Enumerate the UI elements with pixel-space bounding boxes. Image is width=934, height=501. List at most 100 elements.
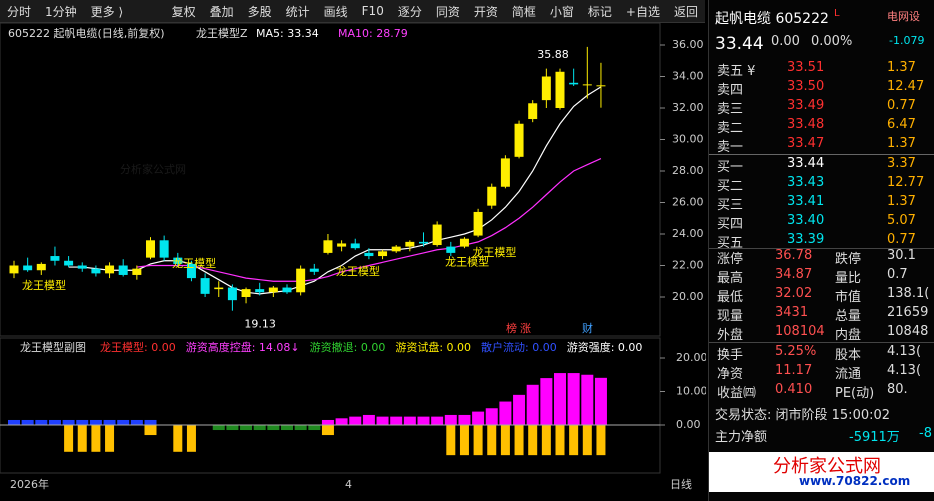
quote-text: 21659	[887, 305, 929, 320]
quote-text: 0.77	[887, 232, 916, 247]
ma5-label: MA5: 33.34	[256, 27, 319, 40]
candle-body	[378, 251, 388, 257]
indicator-name: 龙王模型Z	[196, 26, 248, 40]
signal-label: 龙王模型	[172, 256, 216, 270]
sub-legend: 游资试盘: 0.00	[395, 340, 471, 354]
quote-text: 流通	[835, 367, 862, 382]
stat-row: 现量 3431 总量 21659	[709, 305, 934, 324]
sub-bar	[281, 425, 293, 431]
sub-bar	[485, 408, 498, 425]
sub-legend: 散户流动: 0.00	[481, 340, 557, 354]
y-tick-label: 28.00	[672, 164, 704, 177]
sub-bar	[130, 419, 143, 425]
quote-panel: 起帆电缆 605222 L 电网设 33.44 0.00 0.00% -1.079 卖五 ¥ 3…	[708, 0, 934, 501]
order-row: 买四 33.40 5.07	[709, 213, 934, 232]
candle-body	[132, 268, 142, 275]
candle-body	[541, 76, 551, 101]
sub-legend: 游资撤退: 0.00	[310, 340, 386, 354]
toolbar-button[interactable]: 叠加	[209, 4, 234, 19]
quote-text: 3.37	[887, 156, 916, 171]
candle-body	[446, 246, 456, 253]
quote-text: 卖一	[717, 140, 744, 155]
sub-legend: 游资强度: 0.00	[567, 340, 643, 354]
sub-bar	[459, 425, 469, 456]
toolbar-button[interactable]: 更多 ⟩	[90, 4, 124, 19]
sub-bar	[48, 419, 61, 425]
toolbar-button[interactable]: 多股	[247, 4, 272, 19]
y-tick-label: 20.00	[672, 290, 704, 303]
candle-body	[514, 123, 524, 157]
quote-price: 33.44 0.00 0.00% -1.079	[709, 34, 934, 54]
candle-body	[364, 252, 374, 257]
candle-body	[459, 238, 469, 247]
quote-text: 34.87	[775, 267, 813, 282]
toolbar-button[interactable]: 小窗	[549, 4, 574, 19]
sub-bar	[528, 425, 538, 456]
quote-text: 卖四	[717, 83, 744, 98]
toolbar-button[interactable]: 标记	[587, 4, 612, 19]
quote-text: -1.079	[889, 34, 925, 47]
order-row: 卖一 33.47 1.37	[709, 136, 934, 155]
quote-text: 33.51	[787, 60, 825, 75]
period-label: 日线	[670, 477, 692, 491]
toolbar-button[interactable]: 分时	[7, 4, 32, 19]
stat-row: 外盘 108104 内盘 10848	[709, 324, 934, 343]
tag: 涨	[520, 322, 531, 335]
logo: 分析家公式网 www.70822.com	[709, 452, 934, 492]
order-row: 买三 33.41 1.37	[709, 194, 934, 213]
quote-text: 33.40	[787, 213, 825, 228]
order-row: 卖二 33.48 6.47	[709, 117, 934, 136]
quote-text: 33.49	[787, 98, 825, 113]
quote-text: 1.37	[887, 136, 916, 151]
toolbar-button[interactable]: 1分钟	[45, 4, 77, 19]
sub-bar	[569, 425, 579, 456]
sub-bar	[91, 425, 101, 452]
candle-body	[9, 265, 19, 274]
candle-body	[596, 85, 606, 87]
candle-body	[159, 240, 169, 258]
divider	[709, 342, 934, 343]
candle-body	[337, 243, 347, 247]
sub-bar	[144, 419, 157, 425]
sub-bar	[103, 419, 116, 425]
toolbar-button[interactable]: +自选	[625, 4, 660, 19]
sub-bar	[21, 419, 34, 425]
quote-text: 交易状态: 闭市阶段 15:00:02	[715, 408, 891, 423]
ma10-line	[136, 158, 602, 282]
sub-bar	[62, 419, 75, 425]
sub-bar	[240, 425, 253, 431]
quote-text: 最低	[717, 290, 744, 305]
quote-text: 卖二	[717, 121, 744, 136]
quote-text: 108104	[775, 324, 825, 339]
logo-url: www.70822.com	[799, 474, 911, 488]
toolbar-button[interactable]: 同资	[435, 4, 460, 19]
quote-text: 33.48	[787, 117, 825, 132]
toolbar-button[interactable]: 画线	[323, 4, 348, 19]
candle-body	[473, 211, 483, 236]
sub-title: 龙王模型副图	[20, 340, 86, 354]
quote-text: 0.77	[887, 98, 916, 113]
quote-text: 买四	[717, 217, 744, 232]
toolbar-button[interactable]: 复权	[171, 4, 196, 19]
toolbar-button[interactable]: 逐分	[397, 4, 422, 19]
quote-text: 30.1	[887, 248, 916, 263]
toolbar-button[interactable]: 统计	[285, 4, 310, 19]
quote-text: 6.47	[887, 117, 916, 132]
sub-bar	[144, 425, 157, 436]
toolbar-button[interactable]: 开资	[473, 4, 498, 19]
quote-text: 12.47	[887, 79, 925, 94]
sub-bar	[253, 425, 266, 431]
toolbar-button[interactable]: F10	[361, 4, 384, 18]
quote-text: 量比	[835, 271, 862, 286]
toolbar-button[interactable]: 返回	[673, 4, 698, 19]
sub-bar	[555, 425, 565, 456]
order-row: 买二 33.43 12.77	[709, 175, 934, 194]
candle-body	[146, 240, 155, 258]
signal-label: 龙王模型	[336, 264, 380, 278]
candle-body	[118, 265, 128, 275]
toolbar-button[interactable]: 简框	[511, 4, 536, 19]
sub-bar	[105, 425, 115, 452]
candle-body	[296, 268, 306, 293]
quote-text: 33.47	[787, 136, 825, 151]
